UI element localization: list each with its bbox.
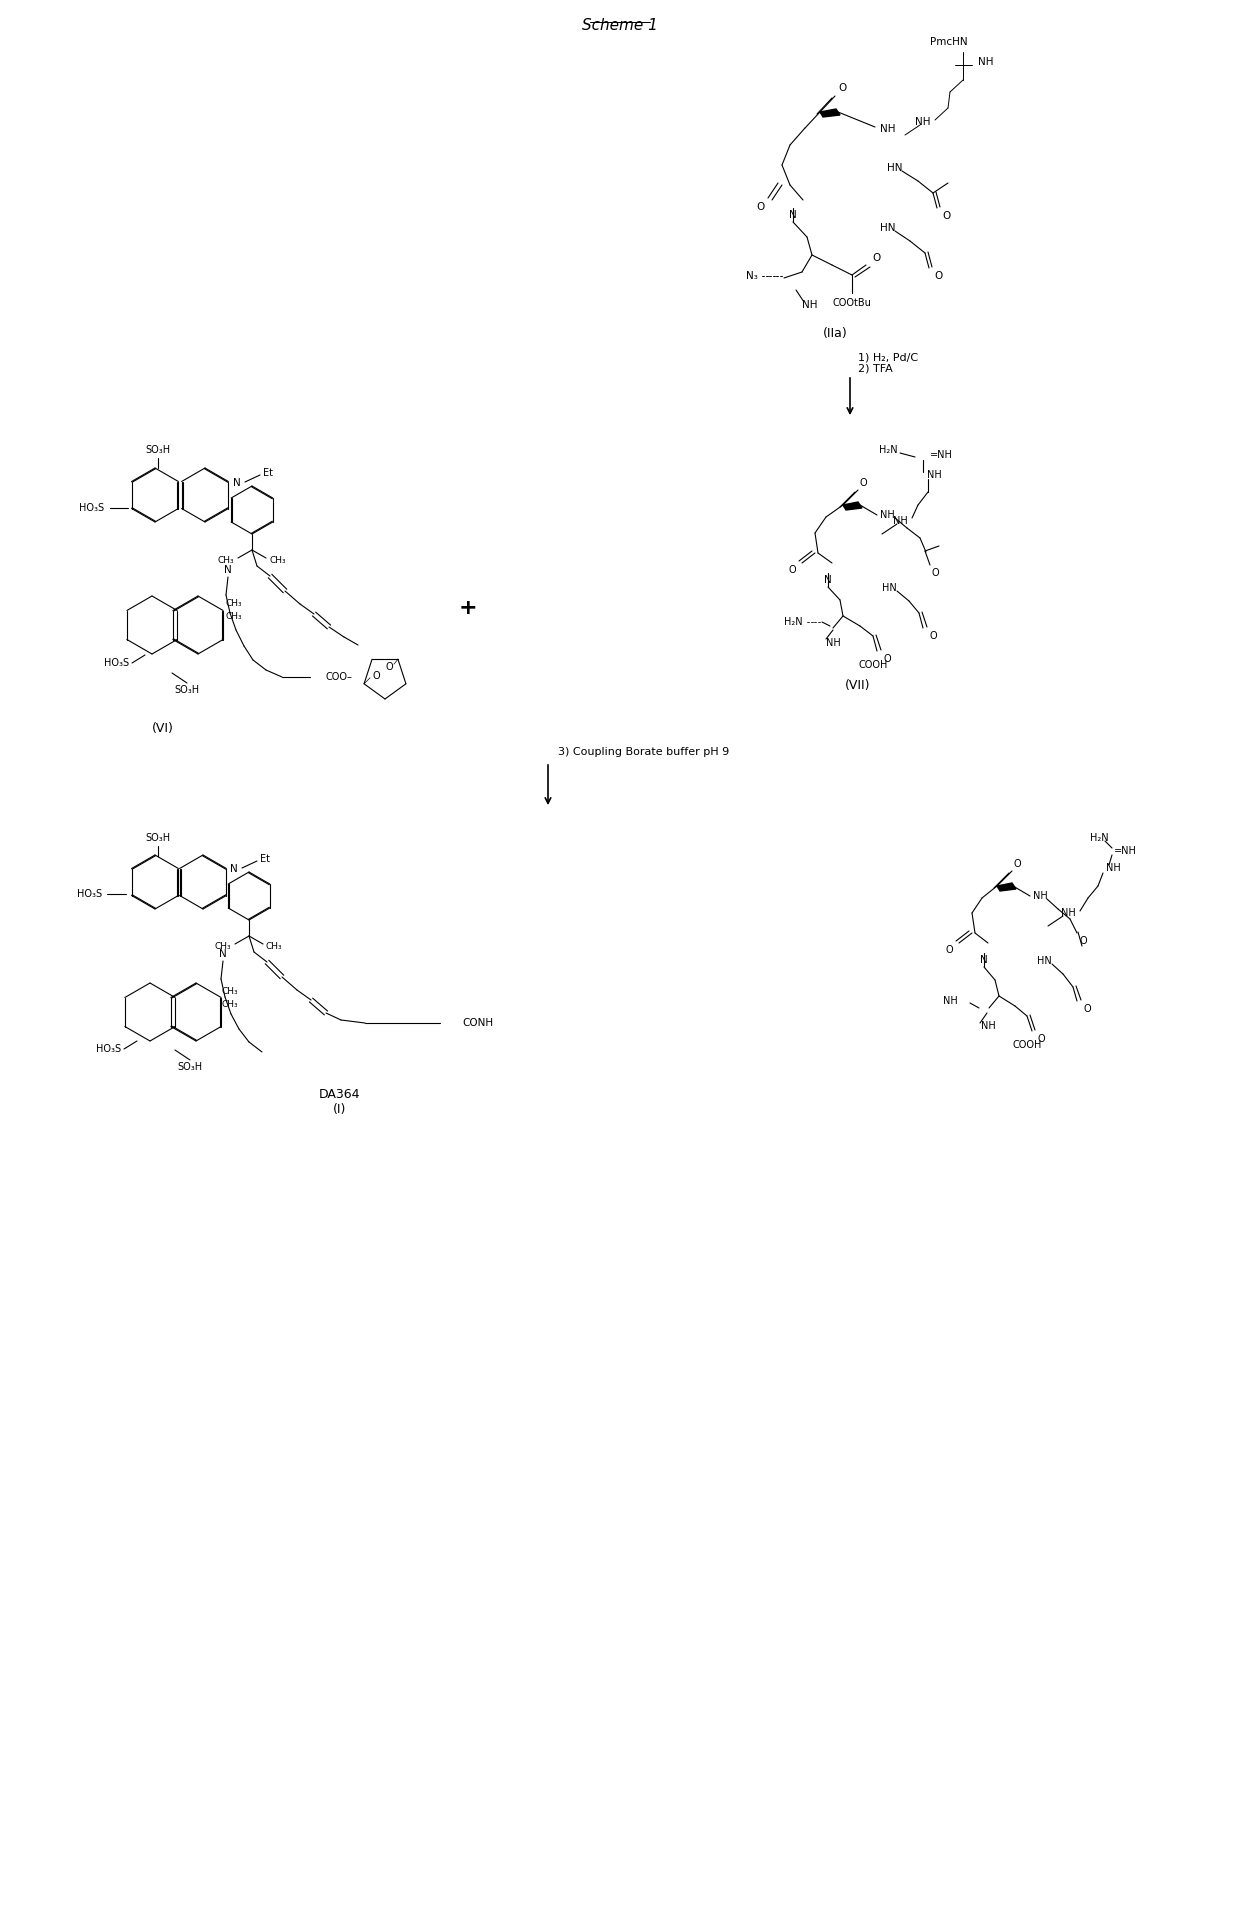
Text: N: N — [231, 865, 238, 874]
Text: CH₃: CH₃ — [267, 941, 283, 951]
Text: CH₃: CH₃ — [222, 987, 238, 995]
Text: CH₃: CH₃ — [269, 556, 285, 564]
Text: O: O — [872, 253, 880, 263]
Text: SO₃H: SO₃H — [175, 684, 200, 696]
Text: O: O — [1014, 859, 1022, 868]
Text: NH: NH — [826, 638, 841, 648]
Text: O: O — [1037, 1033, 1044, 1045]
Polygon shape — [997, 884, 1016, 891]
Text: Et: Et — [263, 468, 273, 477]
Text: O: O — [789, 566, 796, 575]
Text: N: N — [825, 575, 832, 585]
Text: (IIa): (IIa) — [822, 326, 847, 339]
Text: O: O — [945, 945, 954, 955]
Text: NH: NH — [880, 510, 895, 520]
Text: COO–: COO– — [325, 673, 352, 682]
Text: (VI): (VI) — [153, 721, 174, 734]
Text: 1) H₂, Pd/C
2) TFA: 1) H₂, Pd/C 2) TFA — [858, 353, 918, 374]
Text: N: N — [789, 211, 797, 220]
Text: HO₃S: HO₃S — [77, 889, 103, 899]
Text: NH: NH — [1061, 909, 1076, 918]
Text: O: O — [942, 211, 950, 220]
Polygon shape — [843, 502, 862, 510]
Text: HN: HN — [882, 583, 897, 592]
Text: O: O — [838, 82, 846, 94]
Text: HN: HN — [887, 163, 903, 173]
Text: CH₃: CH₃ — [226, 598, 243, 608]
Text: (VII): (VII) — [846, 679, 870, 692]
Text: NH: NH — [893, 516, 908, 525]
Text: HO₃S: HO₃S — [97, 1045, 122, 1054]
Text: COOH: COOH — [858, 659, 888, 671]
Text: =NH: =NH — [1114, 845, 1137, 857]
Text: O: O — [934, 270, 942, 282]
Text: NH: NH — [981, 1022, 996, 1031]
Text: O: O — [386, 661, 393, 673]
Text: N: N — [219, 949, 227, 958]
Text: O: O — [756, 201, 765, 213]
Polygon shape — [820, 109, 839, 117]
Text: CH₃: CH₃ — [217, 556, 234, 564]
Text: NH: NH — [1106, 863, 1121, 872]
Text: H₂N: H₂N — [879, 445, 898, 454]
Text: O: O — [372, 671, 379, 681]
Text: HN: HN — [1037, 957, 1052, 966]
Text: CH₃: CH₃ — [215, 941, 231, 951]
Text: O: O — [861, 477, 868, 489]
Text: NH: NH — [978, 58, 993, 67]
Text: O: O — [929, 631, 936, 640]
Text: COOtBu: COOtBu — [832, 297, 872, 309]
Text: NH: NH — [915, 117, 930, 127]
Text: N₃: N₃ — [746, 270, 758, 282]
Text: SO₃H: SO₃H — [145, 445, 171, 454]
Text: NH: NH — [802, 299, 817, 311]
Text: =NH: =NH — [930, 450, 952, 460]
Text: NH: NH — [1033, 891, 1048, 901]
Text: NH: NH — [880, 125, 895, 134]
Text: DA364
(I): DA364 (I) — [319, 1089, 361, 1116]
Text: N: N — [224, 566, 232, 575]
Text: SO₃H: SO₃H — [177, 1062, 202, 1072]
Text: CH₃: CH₃ — [226, 612, 243, 621]
Text: H₂N: H₂N — [785, 617, 804, 627]
Text: HO₃S: HO₃S — [104, 658, 129, 667]
Text: SO₃H: SO₃H — [145, 834, 171, 843]
Text: CH₃: CH₃ — [222, 999, 238, 1008]
Text: Et: Et — [260, 853, 270, 865]
Text: N: N — [980, 955, 988, 964]
Text: O: O — [883, 654, 890, 663]
Text: 3) Coupling Borate buffer pH 9: 3) Coupling Borate buffer pH 9 — [558, 748, 729, 757]
Text: O: O — [1083, 1005, 1091, 1014]
Text: HN: HN — [880, 222, 895, 234]
Text: CONH: CONH — [463, 1018, 494, 1028]
Text: NH: NH — [928, 470, 941, 479]
Text: PmcHN: PmcHN — [930, 36, 967, 48]
Text: NH: NH — [944, 997, 959, 1006]
Text: Scheme 1: Scheme 1 — [582, 17, 658, 33]
Text: O: O — [1080, 935, 1087, 945]
Text: HO₃S: HO₃S — [79, 502, 104, 514]
Text: +: + — [459, 598, 477, 617]
Text: H₂N: H₂N — [1090, 834, 1109, 843]
Text: N: N — [233, 477, 241, 489]
Text: O: O — [931, 567, 939, 579]
Text: COOH: COOH — [1012, 1041, 1042, 1051]
